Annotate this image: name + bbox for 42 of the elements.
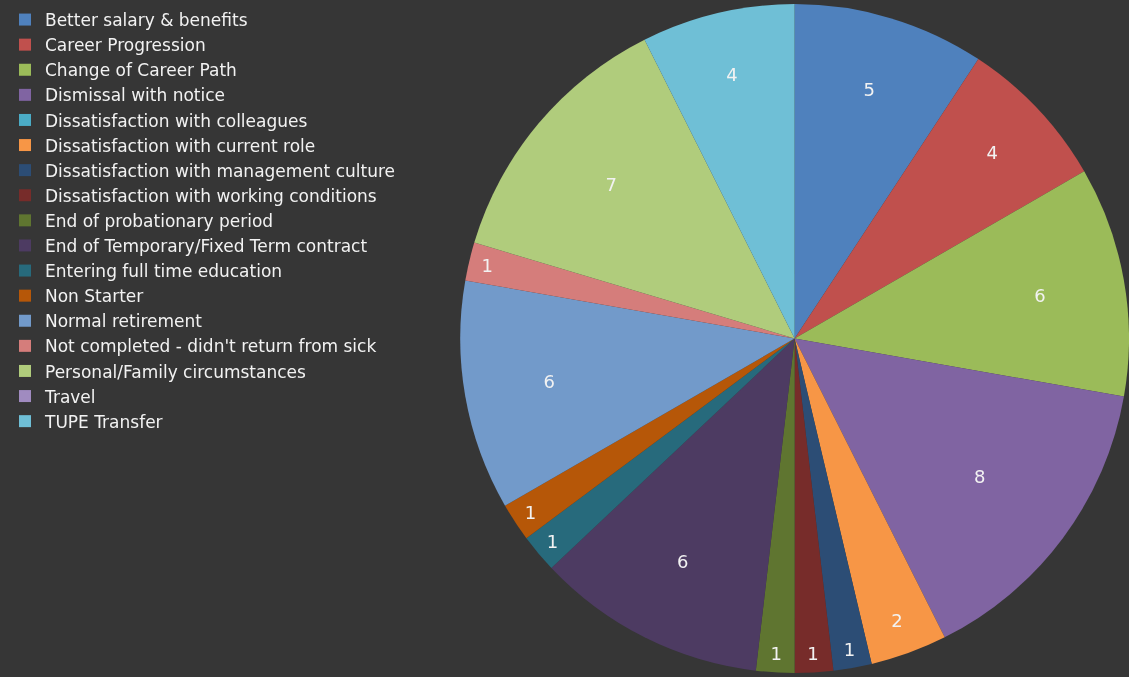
legend-label: End of Temporary/Fixed Term contract [45, 236, 368, 257]
legend-label: Dissatisfaction with colleagues [45, 110, 308, 131]
pie-slice [794, 4, 979, 339]
pie-slice [460, 280, 795, 506]
legend-label: Dissatisfaction with current role [45, 135, 316, 156]
pie-slice [794, 171, 1129, 397]
legend-label: Normal retirement [45, 311, 203, 332]
legend-label: Travel [44, 386, 96, 407]
legend-label: Non Starter [45, 286, 144, 307]
data-label: 1 [524, 501, 537, 523]
data-label: 5 [863, 79, 875, 101]
legend-label: Dismissal with notice [45, 85, 226, 106]
data-label: 2 [891, 609, 903, 631]
legend-label: Dissatisfaction with working conditions [45, 185, 377, 206]
legend-label: Not completed - didn't return from sick [45, 336, 377, 357]
data-label: 6 [1034, 284, 1046, 306]
data-label: 1 [807, 643, 819, 665]
pie-slice [794, 338, 945, 664]
legend-label: Change of Career Path [45, 60, 237, 81]
data-label: 1 [770, 643, 782, 665]
data-label: 1 [843, 639, 856, 661]
data-label: 8 [974, 465, 986, 487]
pie-slice [794, 59, 1085, 339]
data-label: 4 [986, 141, 998, 163]
pie-slice [755, 338, 795, 673]
data-label: 7 [605, 174, 617, 196]
pie-slice [644, 4, 795, 339]
pie-slice [794, 338, 1124, 638]
legend-label: Career Progression [45, 35, 206, 56]
data-label: 1 [546, 531, 559, 553]
pie-slice [526, 338, 795, 568]
legend-label: Personal/Family circumstances [45, 361, 306, 382]
data-label: 4 [726, 63, 738, 85]
data-label: 6 [677, 550, 689, 572]
data-label: 1 [481, 255, 493, 277]
legend-label: TUPE Transfer [44, 411, 163, 432]
pie-slice [474, 39, 795, 339]
legend-label: Better salary & benefits [45, 10, 248, 31]
legend-label: Entering full time education [45, 261, 283, 282]
data-label: 6 [543, 371, 555, 393]
legend-label: Dissatisfaction with management culture [45, 160, 396, 181]
legend-label: End of probationary period [45, 210, 274, 231]
